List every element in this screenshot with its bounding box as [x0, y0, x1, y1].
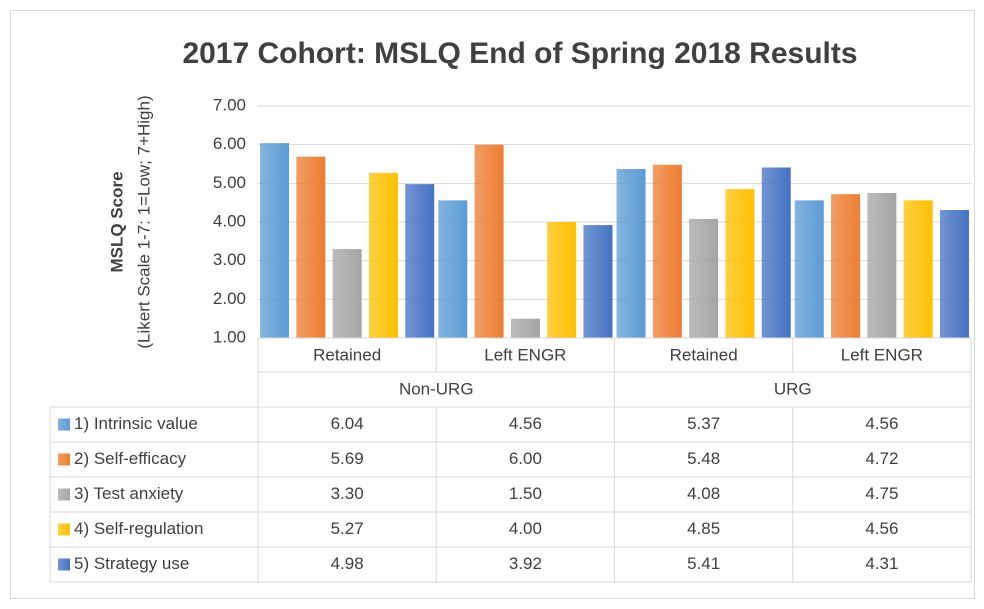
table-value: 3.92	[509, 554, 542, 573]
legend-key	[58, 453, 70, 466]
table-value: 4.08	[687, 484, 720, 503]
legend-label: 1) Intrinsic value	[74, 414, 198, 433]
bar	[438, 200, 468, 338]
table-value: 5.69	[331, 449, 364, 468]
table-value: 4.85	[687, 519, 720, 538]
group-label: Non-URG	[399, 379, 474, 398]
bar	[903, 200, 933, 338]
y-axis-title: MSLQ Score	[107, 171, 126, 272]
table-value: 5.48	[687, 449, 720, 468]
y-tick-label: 6.00	[213, 134, 246, 153]
table-value: 6.04	[331, 414, 364, 433]
legend-key	[58, 558, 70, 571]
x-tick-label: Left ENGR	[841, 345, 923, 364]
chart-title: 2017 Cohort: MSLQ End of Spring 2018 Res…	[182, 37, 857, 70]
bar	[794, 200, 824, 338]
bar	[332, 249, 362, 338]
table-value: 1.50	[509, 484, 542, 503]
table-value: 4.56	[865, 414, 898, 433]
table-value: 3.30	[331, 484, 364, 503]
table-value: 5.41	[687, 554, 720, 573]
bar	[368, 172, 398, 338]
bar	[510, 318, 540, 338]
legend-key	[58, 523, 70, 536]
bar	[547, 222, 577, 338]
bar	[831, 194, 861, 338]
bar	[405, 184, 435, 338]
x-tick-label: Retained	[670, 345, 738, 364]
bar	[689, 218, 719, 338]
bar	[939, 210, 969, 338]
bar	[652, 164, 682, 338]
legend-label: 3) Test anxiety	[74, 484, 184, 503]
y-tick-label: 3.00	[213, 250, 246, 269]
legend-label: 5) Strategy use	[74, 554, 189, 573]
y-tick-label: 7.00	[213, 95, 246, 114]
table-value: 4.56	[509, 414, 542, 433]
x-tick-label: Retained	[313, 345, 381, 364]
y-axis-subtitle: (Likert Scale 1-7: 1=Low; 7+High)	[134, 95, 153, 348]
table-value: 5.27	[331, 519, 364, 538]
bar	[761, 167, 791, 338]
legend-label: 4) Self-regulation	[74, 519, 203, 538]
y-tick-label: 5.00	[213, 173, 246, 192]
table-value: 4.72	[865, 449, 898, 468]
bar	[583, 225, 613, 338]
table-value: 5.37	[687, 414, 720, 433]
table-value: 4.00	[509, 519, 542, 538]
bar	[867, 193, 897, 338]
group-label: URG	[774, 379, 812, 398]
y-tick-label: 2.00	[213, 289, 246, 308]
bar	[296, 156, 326, 338]
y-tick-label: 4.00	[213, 211, 246, 230]
legend-label: 2) Self-efficacy	[74, 449, 187, 468]
table-value: 4.75	[865, 484, 898, 503]
table-value: 4.56	[865, 519, 898, 538]
y-tick-label: 1.00	[213, 327, 246, 346]
table-value: 4.31	[865, 554, 898, 573]
legend-key	[58, 488, 70, 501]
bar	[725, 189, 755, 338]
bar	[616, 169, 646, 338]
x-tick-label: Left ENGR	[484, 345, 566, 364]
legend-key	[58, 418, 70, 431]
bar	[474, 144, 504, 338]
table-value: 6.00	[509, 449, 542, 468]
bar	[260, 143, 290, 338]
table-value: 4.98	[331, 554, 364, 573]
